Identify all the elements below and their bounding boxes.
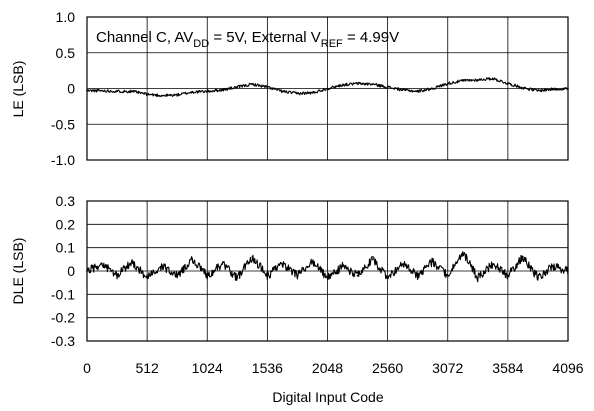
top-panel-data-point [416,90,419,93]
bottom-panel-data-point [371,258,374,261]
bottom-panel-data-point [552,265,554,268]
top-panel-data-point [236,86,239,88]
top-panel-data-point [566,87,569,90]
bottom-panel-data-point [266,274,269,277]
bottom-panel-data-point [431,260,434,263]
top-panel-data-point [146,93,149,96]
bottom-panel-data-point [221,263,224,265]
bottom-panel-data-point [146,277,149,279]
bottom-panel-y-tick-label: -0.1 [51,286,75,302]
top-panel-data-point [476,79,479,81]
bottom-panel-data-point [341,265,344,268]
top-panel-data-point [371,83,374,86]
bottom-panel-data-point [236,277,239,279]
bottom-panel-data-point [251,256,254,258]
bottom-panel-data-point [101,263,103,265]
top-panel-data-point [431,87,434,90]
top-panel-data-point [86,89,88,92]
x-axis-label: Digital Input Code [272,389,384,405]
top-panel-data-point [221,89,224,91]
top-panel-data-point [191,91,194,93]
top-panel-data-point [446,82,449,85]
top-panel-data-point [552,88,554,91]
top-panel-y-axis-label: LE (LSB) [10,61,26,118]
top-panel-data-point [161,94,164,97]
x-tick-label: 2560 [372,360,403,376]
top-panel-data-point [176,94,179,96]
x-tick-label: 2048 [312,360,343,376]
bottom-panel-data-point [506,274,509,277]
bottom-panel-data-point [176,274,179,277]
top-panel-annotation: Channel C, AVDD = 5V, External VREF = 4.… [96,29,399,50]
bottom-panel-data-point [491,263,494,265]
bottom-panel-data-point [131,260,133,263]
bottom-panel-y-axis-label: DLE (LSB) [10,238,26,305]
bottom-panel-y-tick-label: 0 [67,263,75,279]
x-tick-label: 1536 [252,360,283,376]
top-panel-data-point [461,79,464,82]
top-panel-y-tick-label: -0.5 [51,116,75,132]
bottom-panel-y-tick-label: -0.2 [51,310,75,326]
bottom-panel-data-point [206,274,209,277]
bottom-panel-data-point [281,263,284,265]
top-panel-y-tick-label: 0 [67,81,75,97]
bottom-panel-y-tick-label: 0.2 [56,216,76,232]
top-panel-data-point [206,90,209,93]
bottom-panel-data-point [161,265,164,268]
bottom-panel-data-point [116,274,118,277]
top-panel-data-point [522,86,524,89]
top-panel-data-point [251,83,254,86]
bottom-panel-data-point [191,258,194,261]
top-panel-data-point [101,89,103,92]
top-panel: 1.0 0.5 0 -0.5 -1.0 [51,9,569,168]
top-panel-data-point [356,82,359,85]
top-panel-data-point [537,89,539,92]
top-panel-data-point [281,90,284,93]
bottom-panel-data-point [356,274,359,277]
bottom-panel-data-point [311,260,314,263]
top-panel-y-tick-label: 1.0 [56,9,76,25]
top-panel-data-point [341,84,344,86]
bottom-panel-data-point [537,277,539,279]
bottom-panel-data-point [476,277,479,279]
bottom-panel-data-point [461,251,464,254]
bottom-panel-y-tick-label: 0.1 [56,240,76,256]
bottom-panel: 0.3 0.2 0.1 0 -0.1 -0.2 -0.3 0 512 1024 1536 2048 25… [51,193,584,376]
bottom-panel-data-point [296,274,299,277]
top-panel-data-point [311,91,314,94]
top-panel-data-point [401,89,404,91]
bottom-panel-data-point [416,274,419,277]
bottom-panel-y-tick-label: -0.3 [51,333,75,349]
bottom-panel-data-point [566,270,569,272]
x-tick-label: 512 [135,360,159,376]
top-panel-y-tick-label: -1.0 [51,152,75,168]
bottom-panel-data-point [446,274,449,277]
x-tick-label: 1024 [192,360,223,376]
x-tick-label: 4096 [552,360,583,376]
bottom-panel-data-point [386,277,389,279]
top-panel-data-point [326,87,329,90]
bottom-panel-data-point [326,277,329,279]
x-tick-label: 0 [83,360,91,376]
top-panel-data-point [266,86,269,88]
top-panel-data-point [116,90,118,93]
top-panel-data-point [131,90,133,93]
top-panel-data-point [491,77,494,80]
top-panel-data-point [506,82,509,85]
bottom-panel-data-point [522,256,524,258]
bottom-panel-data-point [86,270,88,272]
x-tick-label: 3072 [432,360,463,376]
bottom-panel-data-point [401,263,404,265]
top-panel-data-point [386,86,389,88]
top-panel-y-tick-label: 0.5 [56,45,76,61]
x-tick-label: 3584 [492,360,523,376]
bottom-panel-y-tick-label: 0.3 [56,193,76,209]
top-panel-data-point [296,92,299,95]
